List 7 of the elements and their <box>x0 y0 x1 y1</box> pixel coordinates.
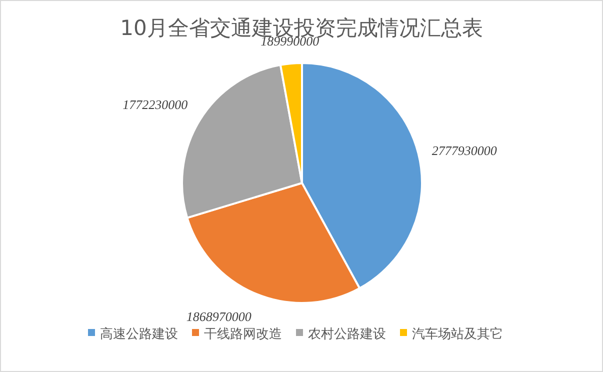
legend-label: 汽车场站及其它 <box>412 326 503 342</box>
data-label: 1868970000 <box>186 309 252 324</box>
data-label: 1772230000 <box>122 97 188 112</box>
data-label: 2777930000 <box>432 142 498 158</box>
legend-label: 高速公路建设 <box>100 326 178 342</box>
legend-label: 农村公路建设 <box>308 327 386 342</box>
legend-label: 干线路网改造 <box>204 327 282 342</box>
